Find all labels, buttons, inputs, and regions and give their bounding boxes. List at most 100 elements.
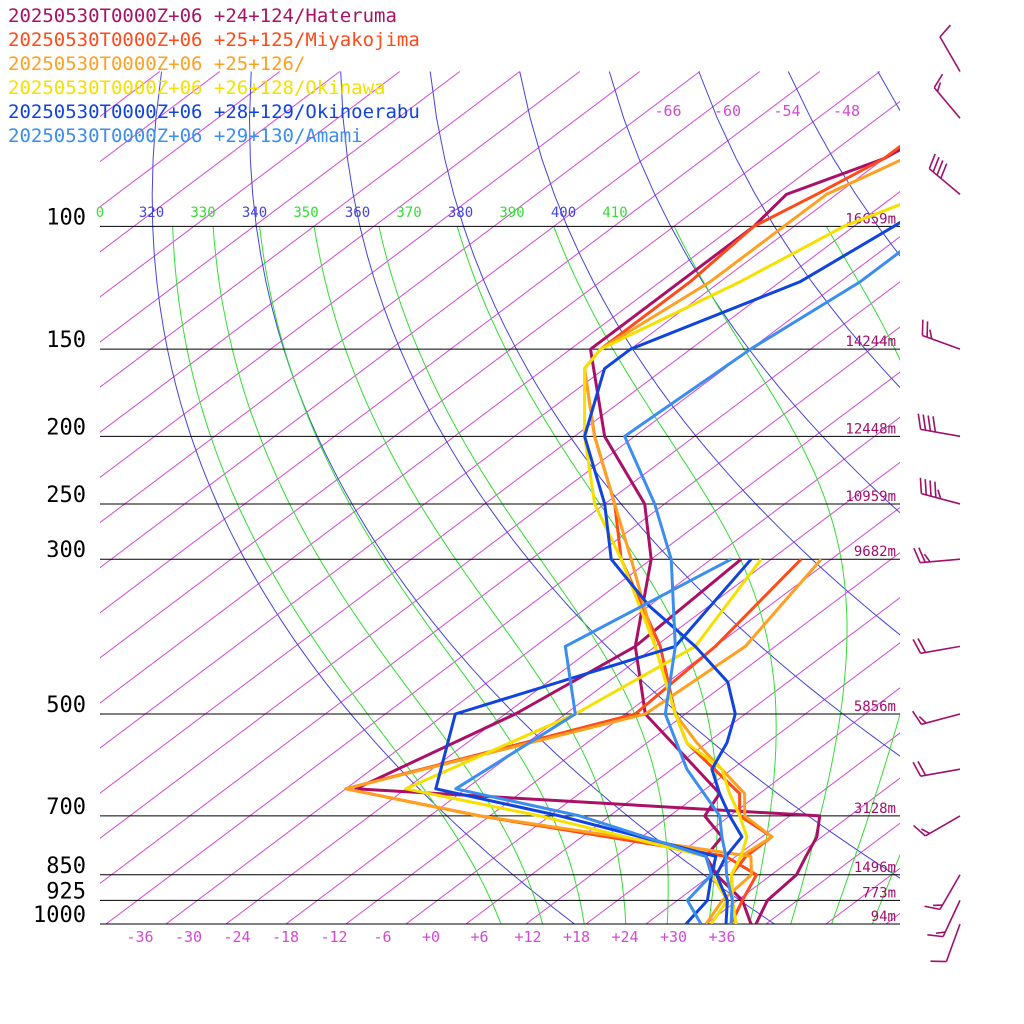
upper-temperature-label: -60 (714, 102, 741, 120)
series-1-temperature-line (589, 148, 900, 924)
theta-label: 340 (242, 205, 267, 221)
isotherm-line (525, 642, 900, 924)
height-label: 14244m (845, 334, 896, 350)
pressure-label: 100 (46, 205, 86, 230)
series-5-dewpoint-line (434, 558, 753, 924)
isotherm-line (946, 72, 1024, 924)
theta-label: 410 (602, 205, 627, 221)
moist-adiabat-line (172, 226, 502, 924)
series-6-dewpoint-line (454, 557, 732, 924)
moist-adiabat-line (673, 226, 848, 924)
temperature-tick-label: +30 (660, 928, 687, 946)
legend-entry-site-3: 20250530T0000Z+06 +25+126/ (8, 53, 306, 75)
moist-adiabat-line (313, 226, 627, 924)
theta-label: 330 (190, 205, 215, 221)
legend-entry-miyakojima: 20250530T0000Z+06 +25+125/Miyakojima (8, 29, 420, 51)
isotherm-line (100, 145, 900, 749)
temperature-tick-label: -24 (223, 928, 250, 946)
isotherm-line (100, 71, 761, 569)
moist-adiabat-line (553, 226, 777, 924)
wind-barb (928, 153, 961, 196)
temperature-tick-label: +0 (422, 928, 440, 946)
height-labels: 16659m 14244m 12448m 10959m 9682m 5856m 3128m 1… (845, 211, 896, 925)
isotherm-line (885, 912, 900, 924)
temperature-tick-label: -30 (175, 928, 202, 946)
height-label: 9682m (854, 544, 896, 560)
dry-adiabat-line (340, 71, 900, 879)
series-3-dewpoint-line (344, 558, 823, 924)
isotherm-line (405, 551, 900, 924)
isotherm-line (100, 71, 341, 253)
wind-barb (921, 319, 961, 350)
series-4-temperature-line (583, 202, 900, 924)
legend-entry-okinoerabu: 20250530T0000Z+06 +28+129/Okinoerabu (8, 101, 420, 123)
pressure-label: 850 (46, 854, 86, 879)
isotherm-line (705, 777, 900, 924)
pressure-label: 150 (46, 328, 86, 353)
series-5-temperature-line (583, 220, 900, 924)
temperature-tick-label: +36 (708, 928, 735, 946)
theta-label: 390 (499, 205, 524, 221)
dry-adiabat-line (608, 71, 900, 514)
wind-barb (911, 710, 961, 726)
wind-barb (912, 638, 961, 655)
dry-adiabat-line (519, 71, 900, 636)
wind-barb (917, 413, 961, 438)
series-4-dewpoint-line (404, 558, 763, 924)
temperature-tick-label: +12 (514, 928, 541, 946)
height-label: 5856m (854, 699, 896, 715)
wind-barb (939, 24, 961, 72)
upper-temperature-label: -54 (773, 102, 800, 120)
sounding-profiles (344, 144, 900, 924)
series-3-temperature-line (583, 158, 900, 924)
isotherm-line (100, 71, 701, 524)
isotherm-line (100, 71, 821, 614)
pressure-label: 925 (46, 879, 86, 904)
temperature-tick-label: -18 (272, 928, 299, 946)
theta-label: 380 (448, 205, 473, 221)
pressure-label: 300 (46, 538, 86, 563)
dry-adiabat-line (151, 71, 576, 924)
height-label: 94m (871, 909, 896, 925)
upper-temperature-label: -66 (654, 102, 681, 120)
temperature-tick-label: +24 (611, 928, 638, 946)
wind-barb (912, 761, 961, 777)
moist-adiabat-line (212, 226, 544, 924)
wind-barb (919, 477, 961, 505)
legend-entry-hateruma: 20250530T0000Z+06 +24+124/Hateruma (8, 5, 397, 27)
temperature-tick-label: +18 (563, 928, 590, 946)
moist-adiabats (172, 226, 900, 924)
isotherm-line (100, 191, 900, 794)
pressure-label: 1000 (33, 903, 86, 928)
temperature-axis-labels: -36 -30 -24 -18 -12 -6 +0 +6 +12 +18 +24 +30 +36 (126, 928, 735, 946)
isotherm-line (100, 100, 900, 704)
height-label: 773m (862, 885, 896, 901)
pressure-label: 500 (46, 693, 86, 718)
wind-barb (924, 874, 961, 911)
theta-label: 400 (551, 205, 576, 221)
moist-adiabat-line (825, 226, 900, 924)
temperature-tick-label: +6 (470, 928, 488, 946)
isotherm-line (465, 597, 900, 924)
height-label: 1496m (854, 860, 896, 876)
theta-labels: 0 320 330 340 350 360 370 380 390 400 410 (96, 205, 628, 221)
isotherm-line (645, 732, 900, 924)
isotherm-line (100, 236, 900, 839)
temperature-tick-label: -6 (373, 928, 391, 946)
theta-label: 370 (396, 205, 421, 221)
wind-barb (927, 900, 961, 938)
wind-barb (933, 73, 961, 119)
isotherm-line (225, 416, 900, 924)
isotherm-line (1006, 72, 1024, 924)
pressure-label: 700 (46, 795, 86, 820)
upper-temperature-label: -48 (833, 102, 860, 120)
theta-label: 0 (96, 205, 104, 221)
moist-adiabat-line (871, 853, 900, 924)
legend-entry-okinawa: 20250530T0000Z+06 +26+128/Okinawa (8, 77, 386, 99)
wind-barb (913, 547, 961, 564)
wind-barb (912, 815, 961, 837)
theta-label: 320 (139, 205, 164, 221)
pressure-label: 250 (46, 483, 86, 508)
legend-entry-amami: 20250530T0000Z+06 +29+130/Amami (8, 125, 363, 147)
